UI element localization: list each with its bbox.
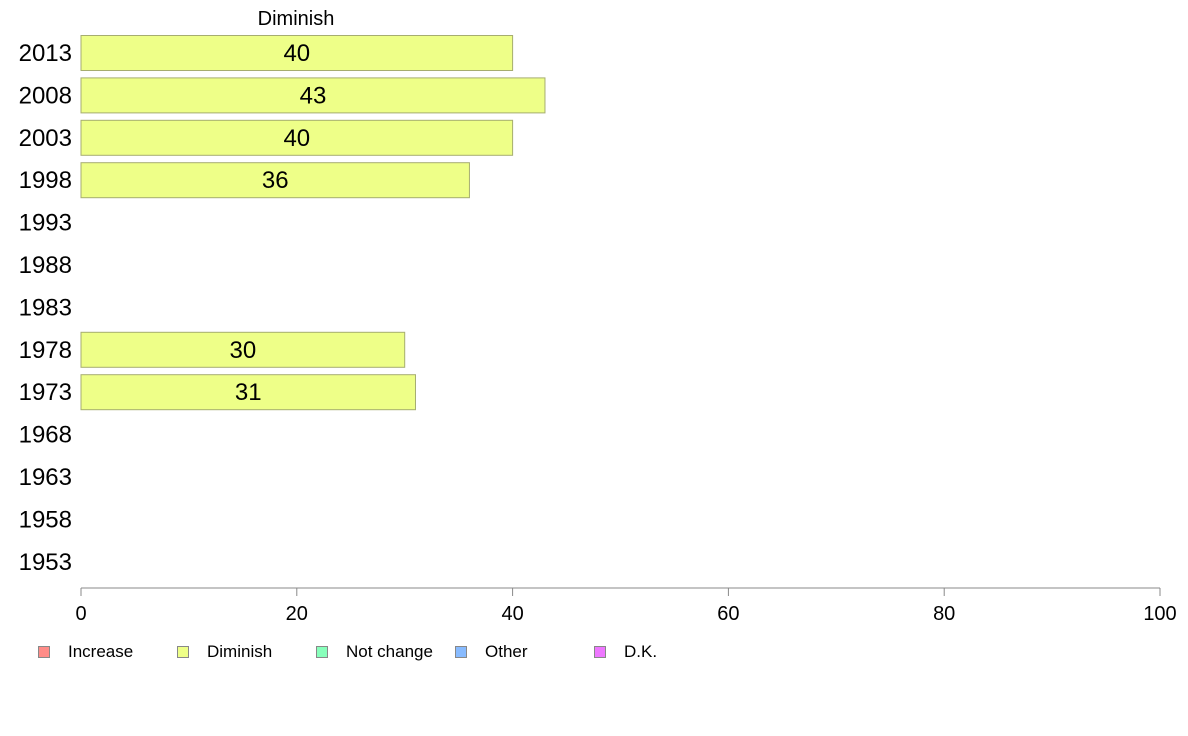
legend-item: D.K. <box>594 641 657 663</box>
x-tick-label: 80 <box>933 603 955 625</box>
legend-swatch <box>455 646 467 658</box>
y-tick-label: 2003 <box>19 125 72 152</box>
y-tick-label: 1998 <box>19 167 72 194</box>
y-tick-label: 1988 <box>19 252 72 279</box>
y-tick-label: 1953 <box>19 549 72 576</box>
legend-label: Diminish <box>207 642 273 661</box>
legend-item: Not change <box>316 641 433 663</box>
legend-swatch <box>38 646 50 658</box>
legend-item: Increase <box>38 641 133 663</box>
x-tick-label: 0 <box>75 603 86 625</box>
bar-value-label: 31 <box>235 379 262 406</box>
legend-swatch <box>594 646 606 658</box>
y-tick-label: 1978 <box>19 337 72 364</box>
bar-value-label: 40 <box>283 125 310 152</box>
legend-swatch <box>316 646 328 658</box>
bar <box>80 374 416 411</box>
legend-label: D.K. <box>624 642 658 661</box>
y-tick-label: 2008 <box>19 82 72 109</box>
bar-value-label: 40 <box>283 40 310 67</box>
y-tick-label: 1973 <box>19 379 72 406</box>
legend-item: Diminish <box>177 641 272 663</box>
bar-value-label: 36 <box>262 167 289 194</box>
bar <box>80 35 514 71</box>
legend-label: Not change <box>346 642 433 661</box>
x-tick-label: 20 <box>286 603 308 625</box>
y-tick-label: 1983 <box>19 294 72 321</box>
y-tick-label: 1963 <box>19 464 72 491</box>
bar <box>80 331 406 368</box>
bar-value-label: 30 <box>229 337 256 364</box>
x-tick-label: 60 <box>717 603 739 625</box>
y-tick-label: 1968 <box>19 422 72 449</box>
y-tick-label: 2013 <box>19 40 72 67</box>
legend-swatch <box>177 646 189 658</box>
x-axis: 0 20 40 60 80 100 <box>75 587 1177 625</box>
legend-label: Increase <box>68 642 134 661</box>
y-axis-labels: 2013 2008 2003 1998 1993 1988 1983 1978 1973 1968… <box>19 40 72 576</box>
x-tick-label: 40 <box>501 603 523 625</box>
series-title: Diminish <box>258 8 335 30</box>
bar <box>80 77 546 114</box>
bar-value-label: 43 <box>300 82 327 109</box>
x-tick-label: 100 <box>1143 603 1176 625</box>
y-tick-label: 1958 <box>19 506 72 533</box>
legend-item: Other <box>455 641 528 663</box>
y-tick-label: 1993 <box>19 210 72 237</box>
bar <box>80 162 470 199</box>
bars-layer: 40 43 40 36 30 31 <box>80 35 546 411</box>
legend: Increase Diminish Not change Other D.K. <box>38 641 798 663</box>
bar <box>80 119 514 156</box>
legend-label: Other <box>485 642 528 661</box>
